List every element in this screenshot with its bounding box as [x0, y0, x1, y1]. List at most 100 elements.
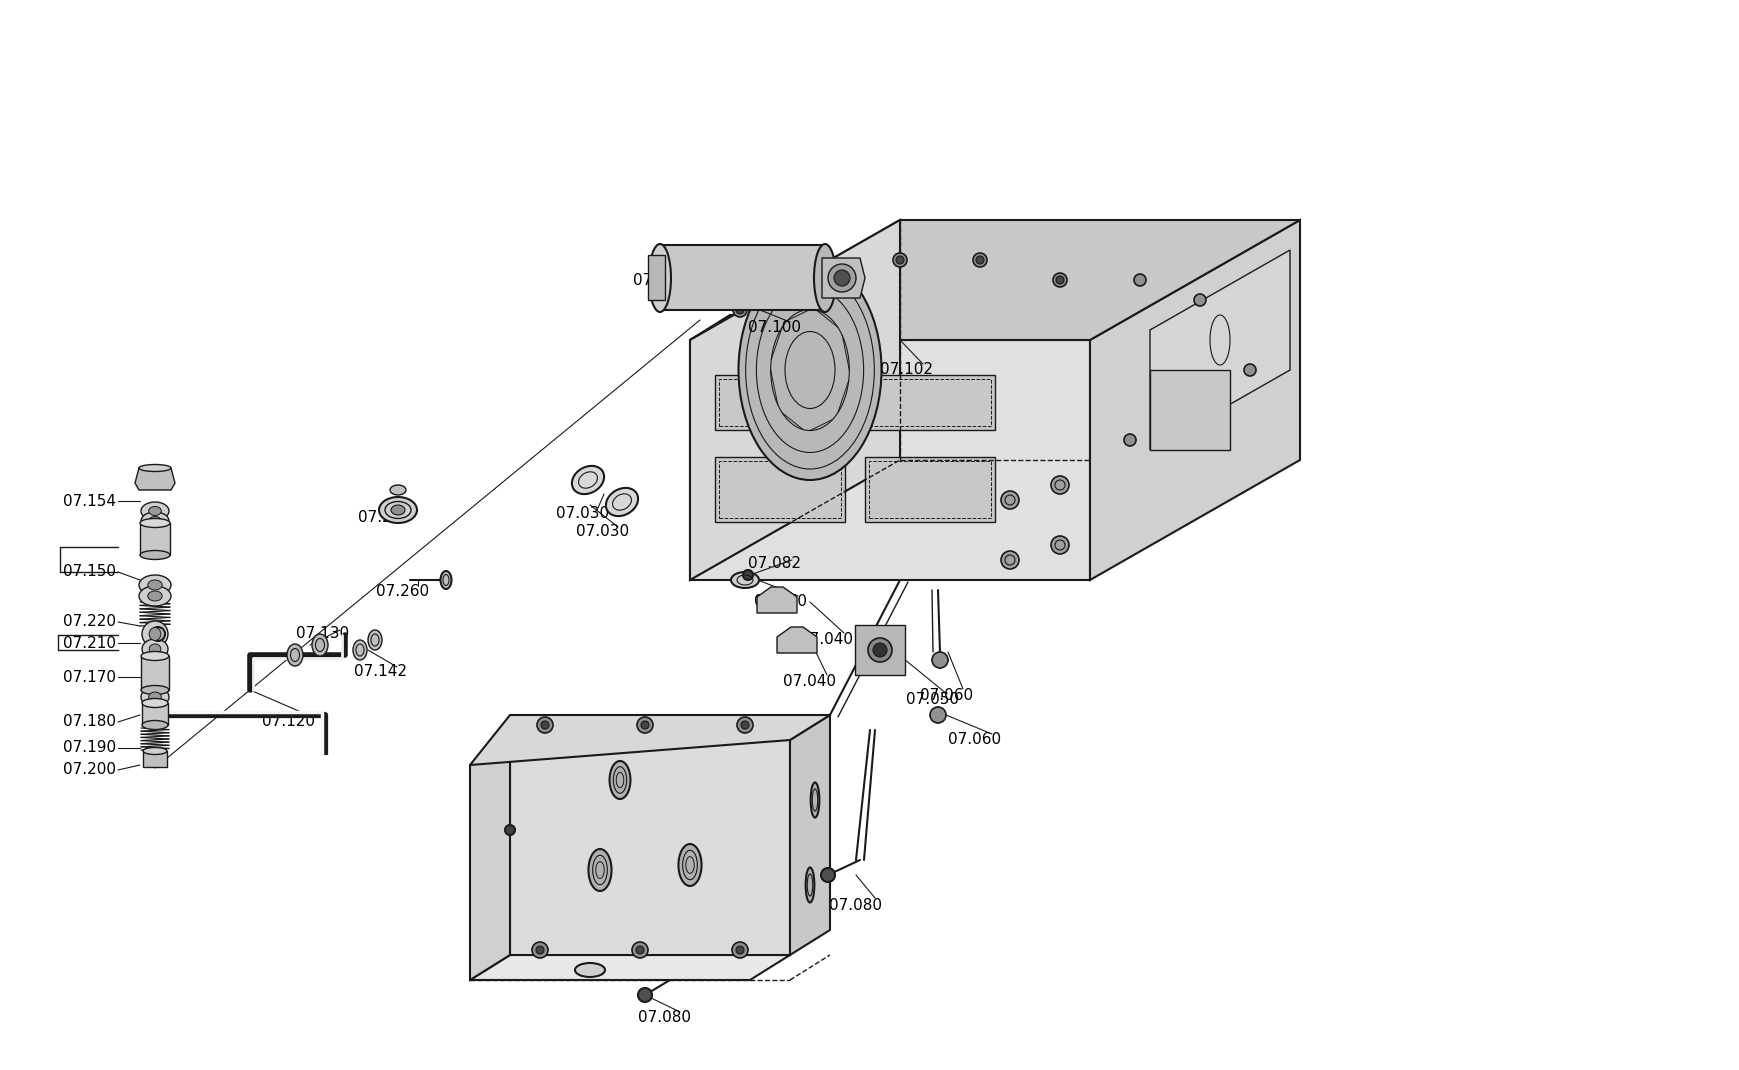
Ellipse shape [390, 485, 405, 495]
Text: 07.150: 07.150 [63, 565, 117, 580]
Polygon shape [470, 740, 510, 980]
Polygon shape [647, 255, 664, 300]
Circle shape [1056, 276, 1063, 284]
Text: 07.080: 07.080 [638, 1010, 690, 1025]
Circle shape [1000, 551, 1019, 569]
Ellipse shape [678, 844, 701, 886]
Circle shape [1193, 294, 1205, 306]
Polygon shape [1089, 220, 1299, 580]
Polygon shape [1149, 370, 1229, 450]
Ellipse shape [141, 513, 169, 530]
Circle shape [929, 707, 946, 723]
Text: 07.142: 07.142 [353, 664, 407, 679]
Circle shape [873, 643, 887, 657]
Circle shape [736, 946, 744, 954]
Circle shape [812, 273, 826, 287]
Circle shape [737, 717, 753, 733]
Circle shape [736, 306, 744, 314]
Polygon shape [470, 715, 830, 765]
Ellipse shape [649, 244, 671, 312]
Text: 07.040: 07.040 [783, 674, 835, 689]
Polygon shape [659, 245, 824, 310]
Polygon shape [790, 715, 830, 956]
Text: 07.180: 07.180 [63, 715, 117, 730]
Ellipse shape [353, 640, 367, 660]
Ellipse shape [148, 506, 162, 516]
Circle shape [741, 721, 748, 729]
Circle shape [833, 270, 850, 286]
Ellipse shape [605, 488, 638, 516]
Ellipse shape [810, 782, 819, 817]
Ellipse shape [139, 586, 170, 606]
Text: 07.210: 07.210 [63, 636, 117, 651]
Polygon shape [718, 461, 840, 518]
Ellipse shape [148, 517, 162, 525]
Circle shape [532, 942, 548, 958]
Polygon shape [143, 703, 169, 725]
Ellipse shape [287, 644, 303, 666]
Ellipse shape [148, 692, 162, 702]
Polygon shape [690, 220, 1299, 340]
Text: 07.154: 07.154 [63, 493, 117, 508]
Ellipse shape [609, 761, 630, 799]
Text: 07.030: 07.030 [556, 505, 609, 520]
Circle shape [828, 264, 856, 292]
Ellipse shape [391, 505, 405, 515]
Text: 07.060: 07.060 [948, 733, 1000, 748]
Circle shape [868, 638, 892, 662]
Ellipse shape [139, 464, 170, 472]
Circle shape [504, 825, 515, 835]
Ellipse shape [150, 644, 160, 654]
Ellipse shape [805, 868, 814, 902]
Circle shape [732, 942, 748, 958]
Text: 07.170: 07.170 [63, 670, 117, 685]
Text: 07.260: 07.260 [376, 584, 430, 599]
Polygon shape [136, 468, 176, 490]
Polygon shape [143, 751, 167, 767]
Circle shape [1000, 491, 1019, 509]
Polygon shape [718, 379, 840, 426]
Circle shape [972, 253, 986, 268]
Ellipse shape [150, 627, 160, 641]
Ellipse shape [143, 720, 169, 730]
Text: 07.082: 07.082 [748, 555, 800, 570]
Ellipse shape [440, 571, 450, 588]
Ellipse shape [143, 699, 169, 707]
Ellipse shape [730, 572, 758, 589]
Polygon shape [1149, 250, 1289, 450]
Text: 07.040: 07.040 [800, 632, 852, 647]
Text: 07.190: 07.190 [63, 740, 117, 755]
Ellipse shape [143, 639, 169, 659]
Circle shape [541, 721, 550, 729]
Ellipse shape [311, 635, 329, 656]
Ellipse shape [139, 550, 170, 560]
Circle shape [821, 868, 835, 882]
Polygon shape [777, 627, 817, 653]
Polygon shape [864, 457, 995, 522]
Polygon shape [510, 740, 790, 956]
Circle shape [537, 717, 553, 733]
Ellipse shape [574, 963, 605, 977]
Circle shape [631, 942, 647, 958]
Ellipse shape [737, 260, 882, 480]
Circle shape [896, 256, 904, 264]
Ellipse shape [572, 465, 603, 494]
Text: 07.030: 07.030 [576, 524, 630, 539]
Polygon shape [690, 340, 1089, 580]
Circle shape [636, 717, 652, 733]
Circle shape [638, 988, 652, 1002]
Polygon shape [821, 258, 864, 299]
Text: 07.082: 07.082 [499, 853, 551, 868]
Text: 07.070: 07.070 [753, 595, 807, 610]
Circle shape [1052, 273, 1066, 287]
Text: 07.060: 07.060 [920, 688, 972, 703]
Polygon shape [715, 374, 845, 430]
Circle shape [732, 303, 746, 317]
Polygon shape [854, 625, 904, 675]
Ellipse shape [141, 652, 169, 660]
Circle shape [151, 627, 165, 641]
Text: 07.270: 07.270 [358, 509, 410, 524]
Polygon shape [470, 956, 790, 980]
Ellipse shape [143, 621, 169, 647]
Text: 07.120: 07.120 [263, 715, 315, 730]
